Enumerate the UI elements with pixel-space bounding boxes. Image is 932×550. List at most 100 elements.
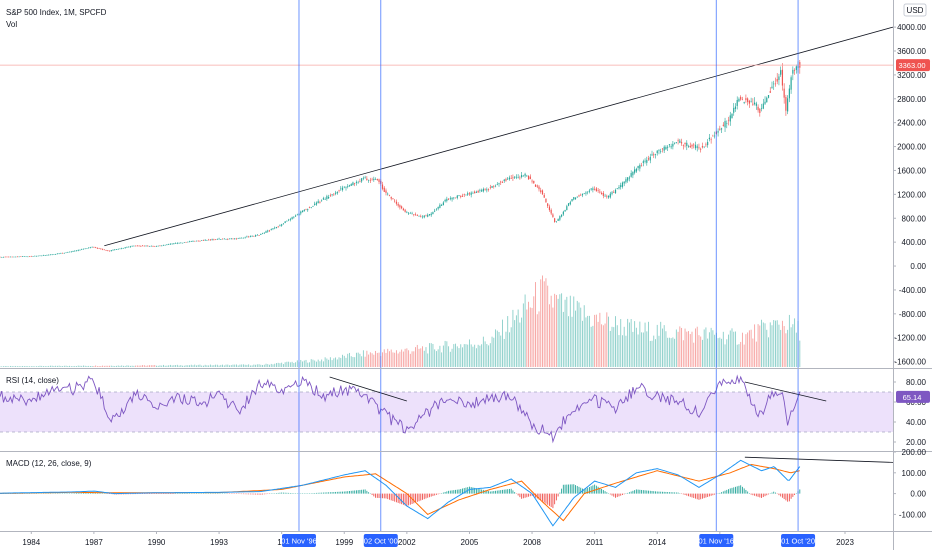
macd-histogram-bar <box>432 493 434 497</box>
candle-body <box>785 97 787 111</box>
volume-bar <box>423 350 425 367</box>
macd-axis-label: 200.00 <box>902 448 927 457</box>
currency-button[interactable] <box>903 3 927 17</box>
volume-bar <box>545 278 547 367</box>
candle-body <box>632 171 634 176</box>
macd-histogram-bar <box>522 493 524 499</box>
macd-histogram-bar <box>74 493 76 494</box>
candle-body <box>267 230 269 232</box>
candle-body <box>237 238 239 239</box>
macd-histogram-bar <box>364 489 366 494</box>
volume-bar <box>343 355 345 367</box>
macd-histogram-bar <box>675 492 677 494</box>
volume-bar <box>795 332 797 367</box>
volume-bar <box>764 323 766 367</box>
volume-bar <box>383 349 385 367</box>
candle-body <box>434 210 436 212</box>
volume-bar <box>456 346 458 367</box>
volume-bar <box>178 365 180 367</box>
candle-body <box>183 242 185 243</box>
candle-body <box>244 237 246 239</box>
volume-bar <box>208 365 210 367</box>
macd-histogram-bar <box>794 493 796 496</box>
vertical-marker-label: 01 Nov '16 <box>698 537 734 546</box>
volume-bar <box>213 365 215 367</box>
volume-bar <box>357 352 359 367</box>
macd-histogram-bar <box>277 492 279 494</box>
macd-histogram-bar <box>731 487 733 494</box>
volume-bar <box>422 346 423 367</box>
candle-body <box>312 206 314 207</box>
candle-body <box>487 189 490 190</box>
candle-body <box>180 242 182 244</box>
macd-histogram-bar <box>512 490 514 494</box>
volume-bar <box>674 338 676 367</box>
macd-histogram-bar <box>555 493 557 501</box>
macd-histogram-bar <box>392 493 394 501</box>
volume-bar <box>557 298 559 367</box>
volume-bar <box>194 364 196 367</box>
volume-bar <box>620 319 622 367</box>
volume-bar <box>232 364 234 367</box>
volume-bar <box>282 364 284 367</box>
time-axis-label: 2011 <box>586 538 604 547</box>
candle-body <box>107 250 109 251</box>
volume-bar <box>46 366 48 367</box>
candle-body <box>468 193 471 195</box>
candle-body <box>119 248 121 250</box>
volume-bar <box>324 357 326 367</box>
candle-body <box>161 245 163 247</box>
candle-body <box>258 235 260 236</box>
candle-body <box>11 256 13 258</box>
volume-bar <box>267 364 269 367</box>
volume-bar <box>401 349 403 367</box>
macd-histogram-bar <box>618 493 620 497</box>
candle-body <box>251 236 253 237</box>
volume-bar <box>168 365 170 367</box>
macd-histogram-bar <box>736 486 738 494</box>
candle-body <box>557 218 559 221</box>
volume-bar <box>670 338 672 367</box>
macd-histogram-bar <box>538 493 540 500</box>
candle-body <box>37 255 39 257</box>
macd-histogram-bar <box>462 488 463 494</box>
volume-bar <box>651 340 653 367</box>
macd-histogram-bar <box>672 492 674 494</box>
candle-body <box>206 240 208 241</box>
candle-body <box>359 181 361 182</box>
macd-histogram-bar <box>437 493 439 495</box>
candle-body <box>444 199 446 202</box>
candle-body <box>124 247 126 249</box>
candle-body <box>566 206 568 211</box>
price-axis-label: 2800.00 <box>897 95 926 104</box>
candle-body <box>256 234 258 236</box>
candle-body <box>221 238 224 240</box>
rsi-axis-label: 40.00 <box>906 418 927 427</box>
candle-body <box>152 246 154 247</box>
macd-histogram-bar <box>404 493 406 506</box>
macd-histogram-bar <box>435 493 437 495</box>
macd-line <box>0 459 801 527</box>
volume-bar <box>658 335 660 367</box>
candle-body <box>48 254 50 256</box>
macd-histogram-bar <box>747 491 749 494</box>
candle-body <box>753 102 756 105</box>
candle-body <box>738 98 740 102</box>
candle-body <box>136 245 138 247</box>
volume-bar <box>183 365 185 367</box>
macd-histogram-bar <box>460 488 462 494</box>
rsi-divergence-line <box>329 376 407 402</box>
candle-body <box>362 177 364 179</box>
volume-bar <box>773 320 775 367</box>
candle-body <box>580 194 582 196</box>
time-axis-label: 19 <box>277 538 286 547</box>
price-pane <box>0 26 894 367</box>
macd-histogram-bar <box>771 492 773 494</box>
macd-histogram-bar <box>366 490 368 494</box>
macd-histogram-bar <box>695 493 696 499</box>
volume-bar <box>489 343 491 367</box>
rsi-last-value: 65.14 <box>903 393 922 402</box>
volume-bar <box>769 322 771 367</box>
macd-histogram-bar <box>387 493 389 500</box>
volume-bar <box>585 317 587 367</box>
